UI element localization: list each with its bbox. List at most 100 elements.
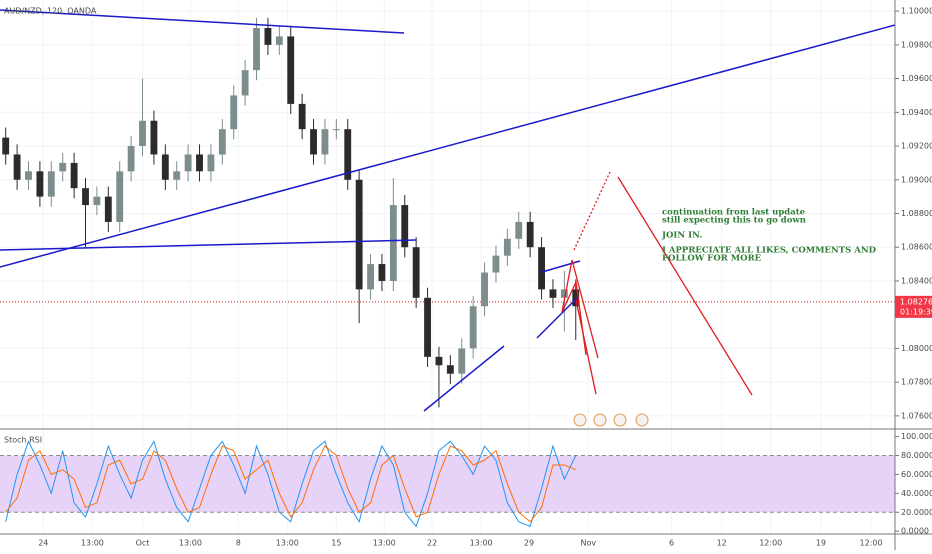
trend-line — [423, 345, 505, 412]
candle-body — [93, 196, 101, 206]
x-tick-label: 15 — [331, 539, 341, 548]
candle-body — [127, 146, 135, 172]
candle-body — [150, 120, 158, 155]
idea-icon[interactable] — [635, 413, 649, 427]
annotation: continuation from last update — [662, 208, 806, 218]
x-tick-label: 6 — [669, 539, 674, 548]
candle-body — [104, 196, 112, 222]
stoch-line — [5, 440, 577, 528]
countdown-label: 01:19:39 — [900, 307, 932, 316]
candle-body — [2, 137, 10, 155]
idea-icon[interactable] — [613, 413, 627, 427]
idea-icon[interactable] — [573, 413, 587, 427]
y-tick-label: 1.08600 — [901, 243, 932, 252]
candle-body — [492, 255, 500, 273]
y-tick-label: 1.09600 — [901, 74, 932, 83]
y-tick-label: 0.0000 — [901, 527, 929, 536]
arrow-path — [561, 259, 599, 359]
idea-icon[interactable] — [593, 413, 607, 427]
candle-body — [82, 188, 89, 206]
candle-body — [264, 27, 272, 45]
trend-line — [536, 297, 578, 339]
y-tick-label: 1.08000 — [901, 344, 932, 353]
annotation: FOLLOW FOR MORE — [662, 254, 762, 264]
x-tick-label: 13:00 — [81, 539, 104, 548]
candle-body — [481, 272, 488, 307]
candle-body — [287, 36, 295, 104]
candle-body — [378, 264, 386, 281]
x-tick-label: 12:00 — [759, 539, 782, 548]
trend-line — [0, 9, 405, 34]
candle-body — [70, 162, 78, 189]
x-tick-label: 22 — [427, 539, 437, 548]
last-price-box — [895, 295, 932, 318]
candle-body — [47, 171, 55, 197]
candle-body — [13, 154, 21, 180]
y-tick-label: 20.0000 — [901, 508, 932, 517]
candle-body — [25, 171, 32, 180]
candle-body — [275, 36, 283, 45]
candle-body — [401, 205, 409, 248]
trend-line — [0, 24, 896, 268]
candle-body — [253, 27, 260, 71]
candle-body — [469, 306, 477, 349]
y-tick-label: 1.09000 — [901, 175, 932, 184]
candle-body — [173, 171, 181, 180]
stoch-line — [5, 445, 576, 523]
y-tick-label: 1.09400 — [901, 108, 932, 117]
candle-body — [446, 365, 454, 374]
x-tick-label: 13:00 — [179, 539, 202, 548]
candle-body — [549, 289, 557, 298]
trend-line — [0, 239, 417, 251]
x-tick-label: 24 — [38, 539, 48, 548]
x-tick-label: 8 — [236, 539, 241, 548]
x-tick-label: 29 — [524, 539, 534, 548]
candle-body — [526, 221, 534, 248]
candle-body — [367, 264, 374, 290]
indicator-title: Stoch RSI — [4, 436, 42, 445]
x-tick-label: Oct — [136, 539, 150, 548]
last-price-label: 1.08276 — [900, 297, 932, 306]
candle-body — [321, 129, 329, 155]
candle-body — [412, 247, 420, 298]
candle-body — [218, 129, 226, 155]
candle-body — [332, 129, 340, 131]
y-tick-label: 1.07600 — [901, 411, 932, 420]
x-tick-label: 13:00 — [470, 539, 493, 548]
x-tick-label: 12:00 — [860, 539, 883, 548]
y-tick-label: 1.10000 — [901, 7, 932, 16]
y-tick-label: 40.0000 — [901, 489, 932, 498]
drawings — [0, 9, 896, 427]
y-tick-label: 60.0000 — [901, 470, 932, 479]
y-tick-label: 1.07800 — [901, 378, 932, 387]
chart-title: AUD/NZD, 120, OANDA — [4, 7, 97, 16]
candle-body — [241, 70, 249, 96]
candle-body — [298, 103, 306, 130]
candle-body — [344, 129, 352, 180]
candle-body — [355, 179, 363, 290]
candle-body — [458, 348, 466, 374]
y-tick-label: 1.08800 — [901, 209, 932, 218]
candle-body — [116, 171, 124, 222]
candle-body — [503, 238, 511, 256]
y-tick-label: 1.08400 — [901, 276, 932, 285]
candle-body — [310, 129, 317, 155]
trend-line — [541, 260, 581, 273]
candle-body — [572, 289, 580, 307]
candle-body — [59, 162, 67, 172]
y-tick-label: 100.0000 — [901, 432, 932, 441]
candle-body — [538, 247, 545, 290]
candle-body — [389, 205, 397, 281]
candle-body — [196, 154, 203, 172]
x-tick-label: 13:00 — [276, 539, 299, 548]
stoch-band — [0, 455, 895, 513]
candle-body — [515, 221, 523, 239]
candle-body — [161, 154, 169, 180]
annotation: I APPRECIATE ALL LIKES, COMMENTS AND — [662, 246, 877, 256]
candle-body — [36, 171, 44, 197]
x-tick-label: 12 — [717, 539, 727, 548]
candle-body — [435, 356, 443, 366]
candle-body — [207, 154, 215, 172]
arrow-path — [575, 299, 597, 395]
